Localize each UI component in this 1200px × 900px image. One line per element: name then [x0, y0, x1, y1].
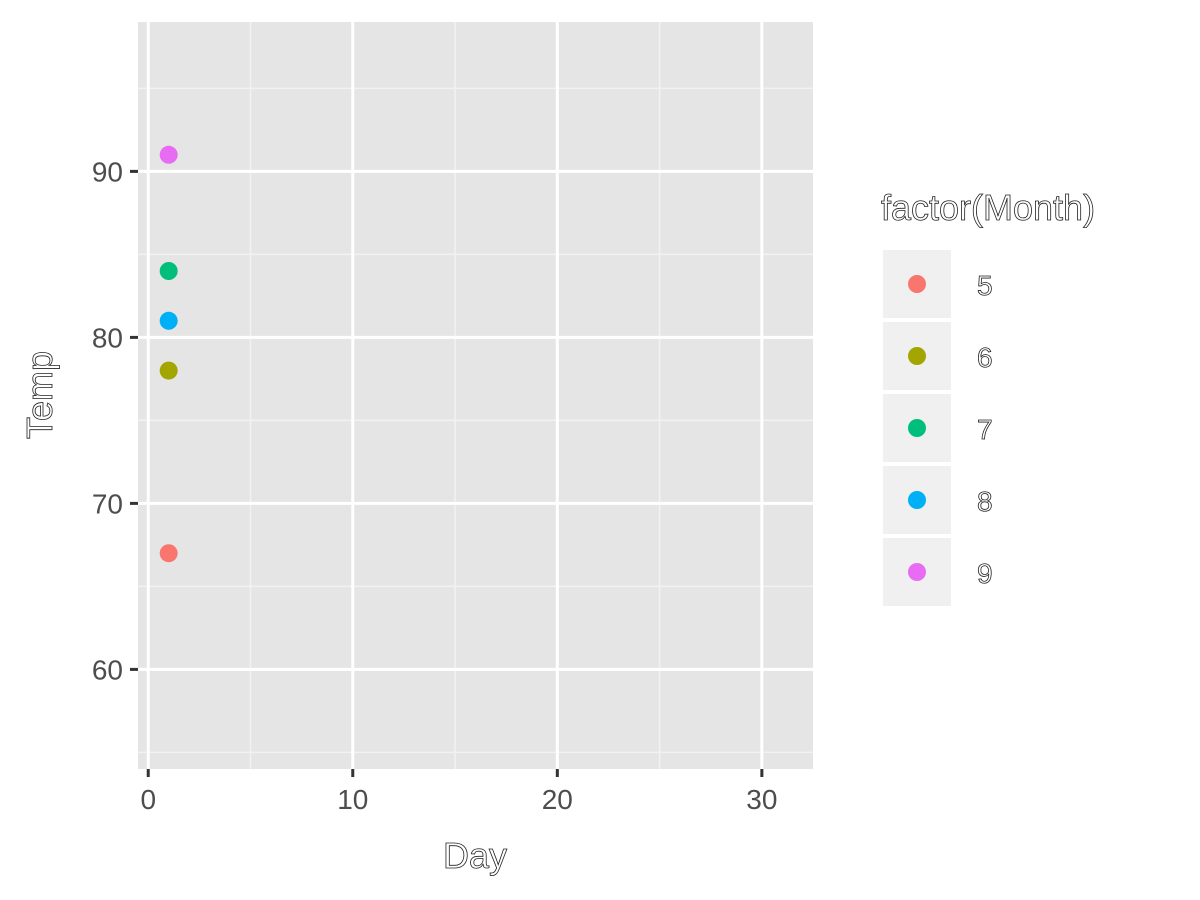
legend-items: 5 6 7 8 9: [883, 250, 993, 606]
y-tick-label: 70: [92, 488, 123, 519]
legend-label-9: 9: [977, 558, 993, 589]
legend-swatch-8: [908, 491, 926, 509]
major-gridlines: [138, 22, 813, 769]
legend-label-7: 7: [977, 414, 993, 445]
data-points: [159, 145, 178, 563]
y-axis-title: Temp: [19, 351, 60, 439]
x-tick-label: 10: [337, 784, 368, 815]
legend-label-5: 5: [977, 270, 993, 301]
legend-swatch-6: [908, 347, 926, 365]
legend-swatch-9: [908, 563, 926, 581]
x-axis: 0 10 20 30: [140, 769, 777, 815]
y-tick-label: 60: [92, 654, 123, 685]
minor-gridlines: [138, 22, 813, 769]
legend-title: factor(Month): [881, 187, 1095, 228]
data-point-month-6: [159, 361, 178, 380]
y-tick-label: 90: [92, 156, 123, 187]
x-axis-title: Day: [443, 835, 507, 876]
data-point-month-7: [159, 262, 178, 280]
legend-swatch-7: [908, 419, 926, 437]
data-point-month-8: [159, 311, 178, 330]
legend: factor(Month) 5 6 7 8 9: [881, 187, 1095, 606]
legend-swatch-5: [908, 275, 926, 293]
y-axis: 60 70 80 90: [92, 156, 138, 685]
x-tick-label: 20: [542, 784, 573, 815]
legend-label-8: 8: [977, 486, 993, 517]
plot-panel: [138, 22, 813, 769]
x-tick-label: 0: [140, 784, 156, 815]
legend-label-6: 6: [977, 342, 993, 373]
data-point-month-9: [159, 145, 178, 164]
data-point-month-5: [159, 544, 178, 563]
y-tick-label: 80: [92, 322, 123, 353]
x-tick-label: 30: [746, 784, 777, 815]
